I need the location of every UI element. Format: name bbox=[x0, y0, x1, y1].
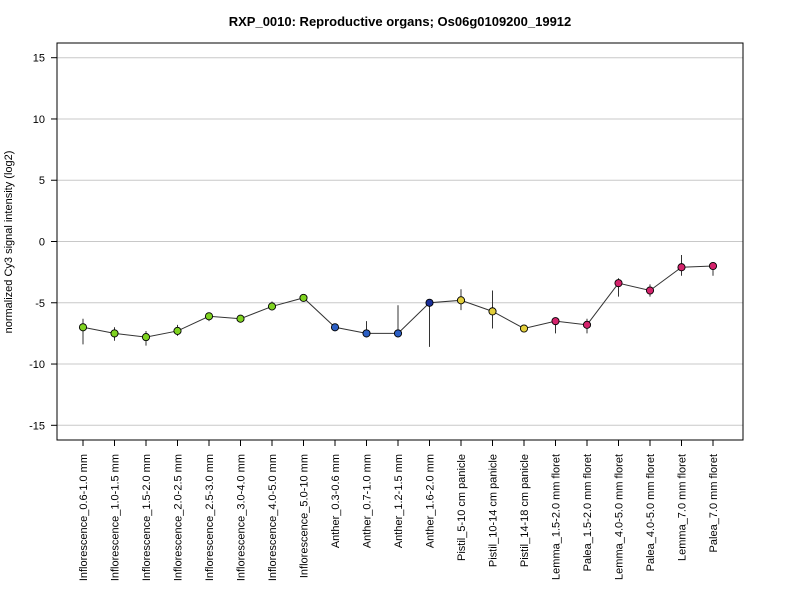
y-axis: -15 -10 -5 0 5 10 15 bbox=[29, 53, 57, 432]
x-tick-label: Inflorescence_1.0-1.5 mm bbox=[110, 454, 122, 581]
x-tick-label: Palea_1.5-2.0 mm floret bbox=[582, 454, 594, 571]
y-axis-label: normalized Cy3 signal intensity (log2) bbox=[3, 151, 15, 334]
x-tick-label: Pistil_10-14 cm panicle bbox=[488, 454, 500, 567]
data-points bbox=[78, 261, 718, 342]
grid-layer bbox=[57, 57, 743, 426]
x-tick-label: Anther_1.6-2.0 mm bbox=[425, 454, 437, 548]
x-tick-label: Inflorescence_2.5-3.0 mm bbox=[204, 454, 216, 581]
data-point bbox=[141, 333, 151, 342]
x-tick-label: Inflorescence_3.0-4.0 mm bbox=[236, 454, 248, 581]
data-point bbox=[110, 329, 119, 338]
y-tick-label: -15 bbox=[29, 420, 45, 432]
x-tick-label: Lemma_1.5-2.0 mm floret bbox=[551, 454, 563, 580]
data-point bbox=[267, 302, 277, 311]
x-tick-label: Palea_7.0 mm floret bbox=[708, 454, 720, 552]
plot-frame bbox=[56, 42, 744, 441]
x-tick-label: Lemma_4.0-5.0 mm floret bbox=[614, 454, 626, 580]
data-point bbox=[173, 326, 182, 335]
x-tick-label: Inflorescence_0.6-1.0 mm bbox=[78, 454, 90, 581]
x-tick-label: Anther_1.2-1.5 mm bbox=[393, 454, 405, 548]
data-point bbox=[677, 263, 686, 272]
x-tick-label: Lemma_7.0 mm floret bbox=[677, 454, 689, 561]
data-point bbox=[645, 286, 655, 295]
y-tick-label: -10 bbox=[29, 359, 45, 371]
data-point bbox=[204, 312, 214, 321]
y-tick-label: 10 bbox=[33, 114, 45, 126]
data-point bbox=[708, 261, 718, 271]
x-tick-label: Inflorescence_1.5-2.0 mm bbox=[141, 454, 153, 581]
y-tick-label: 15 bbox=[33, 53, 45, 65]
data-point bbox=[519, 324, 529, 333]
data-point bbox=[299, 293, 308, 302]
x-tick-label: Anther_0.7-1.0 mm bbox=[362, 454, 374, 548]
x-tick-label: Inflorescence_2.0-2.5 mm bbox=[173, 454, 185, 581]
data-point bbox=[551, 317, 560, 326]
data-point bbox=[393, 329, 403, 338]
y-tick-label: -5 bbox=[35, 298, 45, 310]
x-tick-label: Palea_4.0-5.0 mm floret bbox=[645, 454, 657, 571]
data-point bbox=[425, 298, 434, 307]
y-tick-label: 5 bbox=[39, 175, 45, 187]
data-point bbox=[236, 314, 245, 323]
data-point bbox=[362, 329, 371, 338]
x-axis: Inflorescence_0.6-1.0 mm Inflorescence_1.… bbox=[78, 440, 720, 581]
chart-title: RXP_0010: Reproductive organs; Os06g0109… bbox=[229, 14, 572, 29]
data-point bbox=[330, 323, 340, 332]
data-point bbox=[456, 296, 466, 305]
data-point bbox=[614, 279, 623, 288]
y-tick-label: 0 bbox=[39, 237, 45, 249]
x-tick-label: Inflorescence_5.0-10 mm bbox=[299, 454, 311, 578]
x-tick-label: Pistil_14-18 cm panicle bbox=[519, 454, 531, 567]
data-point bbox=[78, 323, 88, 332]
data-point bbox=[488, 307, 497, 316]
data-point bbox=[582, 320, 592, 329]
x-tick-label: Inflorescence_4.0-5.0 mm bbox=[267, 454, 279, 581]
x-tick-label: Pistil_5-10 cm panicle bbox=[456, 454, 468, 561]
x-tick-label: Anther_0.3-0.6 mm bbox=[330, 454, 342, 548]
